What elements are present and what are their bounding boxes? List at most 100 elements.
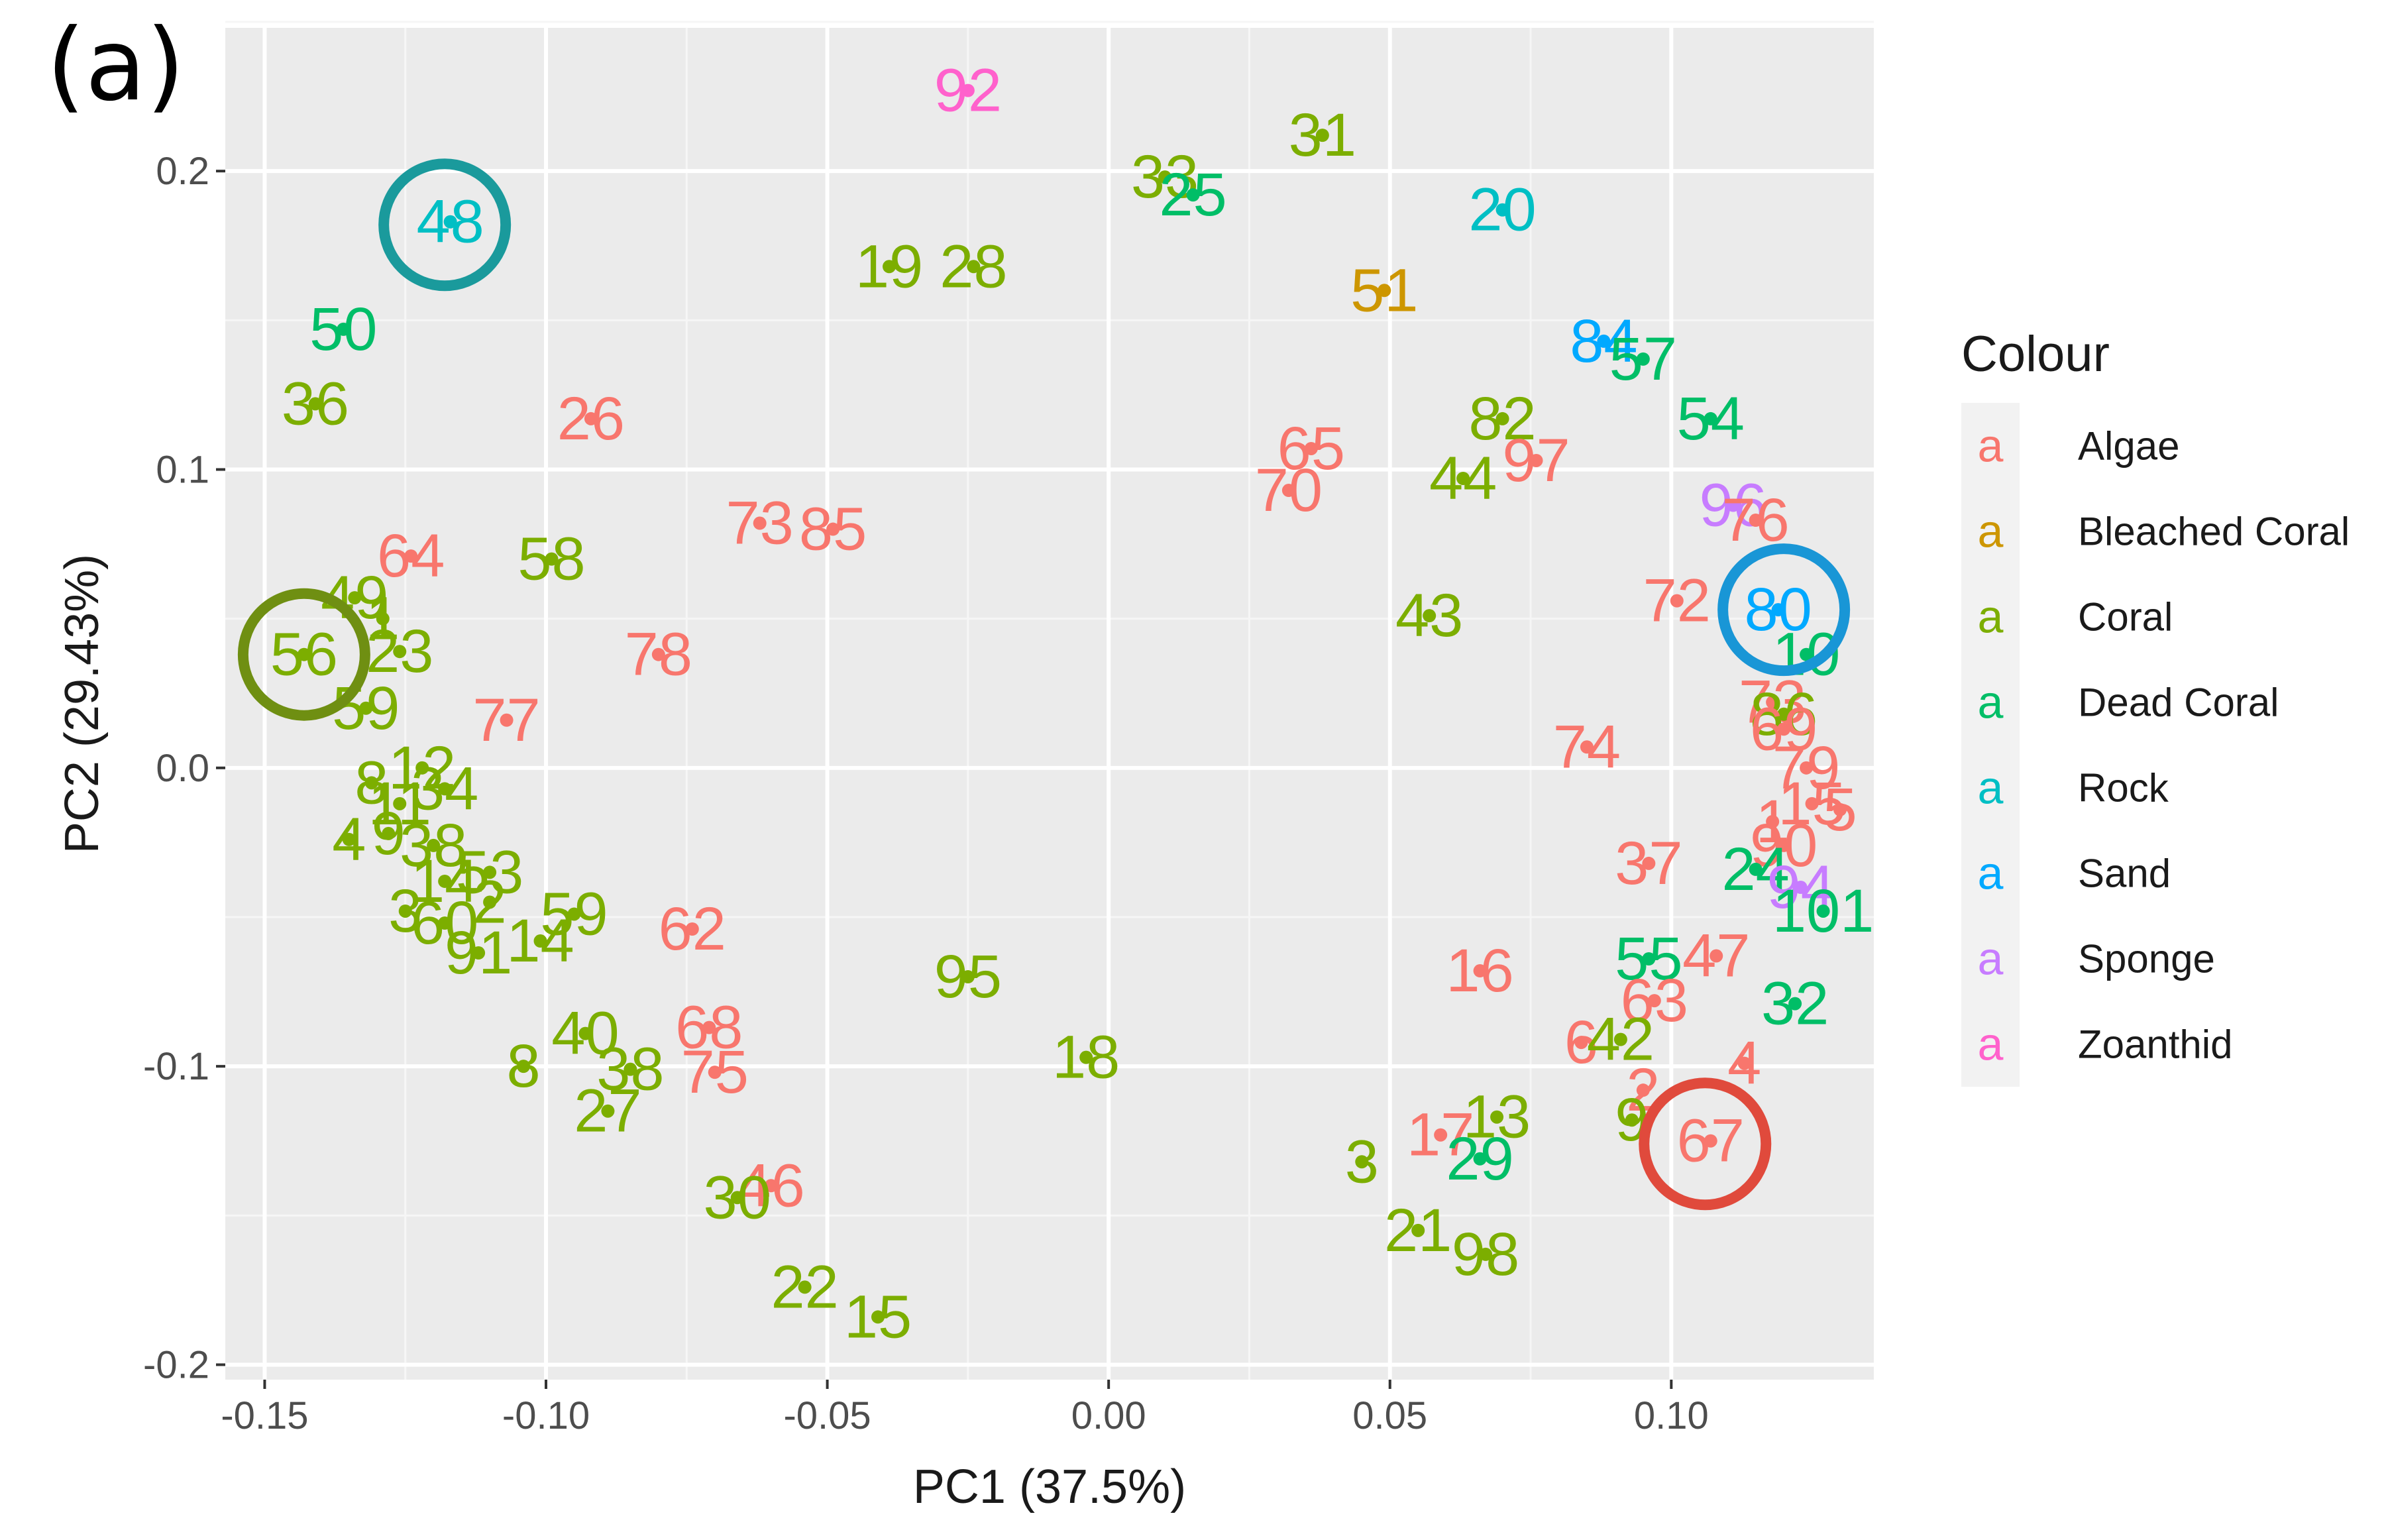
legend-label: Sand [2078,852,2171,896]
data-point: 32 [1761,970,1829,1038]
data-point: 95 [934,943,1002,1011]
legend-key-glyph: a [1978,848,2004,899]
data-point: 86 [1750,681,1818,748]
data-point: 11 [368,770,431,838]
grid-minor [225,21,1874,1380]
data-point: 70 [1255,457,1323,524]
point-label: 15 [1778,770,1845,838]
data-point: 6 [1564,1009,1598,1076]
point-label: 101 [1772,877,1874,945]
point-dot [1704,412,1717,425]
data-point: 23 [366,618,433,685]
point-label: 18 [1052,1024,1120,1091]
point-dot [1281,484,1295,498]
point-dot [1434,1128,1448,1142]
point-dot [1625,1113,1639,1127]
legend-key-glyph: a [1978,677,2004,728]
point-dot [364,776,378,790]
legend-key-background [1961,403,2020,1087]
point-dot [398,904,412,918]
data-point: 59 [332,675,400,742]
point-label: 38 [400,812,467,879]
data-point: 60 [411,889,478,957]
point-dot [1670,594,1684,608]
point-dot [382,826,396,840]
legend-key-glyph: a [1978,591,2004,643]
point-dot [1423,609,1437,623]
data-point: 76 [1722,486,1790,554]
point-label: 78 [625,621,692,688]
legend-item: a Rock [1978,762,2169,814]
data-point: 59 [540,880,608,948]
data-point: 1 [366,585,400,653]
point-dot [1597,334,1611,348]
legend-key-glyph: a [1978,420,2004,472]
data-point: 5 [1823,776,1857,844]
data-point: 69 [1750,695,1818,763]
highlight-circle-layer [237,158,1851,1211]
data-point: 75 [681,1038,749,1106]
point-dot [404,549,418,563]
point-label: 53 [456,838,523,906]
point-dot [1456,472,1470,485]
data-point: 8 [506,1032,540,1100]
point-dot [308,397,322,411]
data-point: 80 [1744,576,1812,643]
panel-label: (a) [46,8,185,123]
point-dot [578,1026,592,1040]
point-dot [685,922,699,936]
point-label: 50 [309,296,377,363]
data-point: 22 [771,1253,838,1321]
point-dot [601,1104,615,1118]
point-label: 14 [411,848,478,915]
point-dot [337,322,351,336]
point-label: 97 [1502,427,1570,494]
point-label: 34 [411,755,478,822]
point-label: 69 [1750,695,1818,763]
data-point: 13 [1463,1083,1531,1151]
point-dot [1490,1110,1504,1124]
data-point: 34 [411,755,478,822]
y-tick-label: -0.1 [143,1045,209,1088]
legend-item: a Algae [1978,420,2180,472]
point-label: 31 [1289,101,1356,169]
point-dot [1574,1036,1588,1050]
data-point: 78 [625,621,692,688]
x-tick-label: 0.10 [1634,1394,1709,1437]
point-label: 84 [1570,307,1637,375]
point-label: 29 [1446,1125,1513,1193]
point-label: 3 [388,877,422,945]
point-label: 64 [377,522,445,590]
legend-item: a Zoanthid [1978,1018,2233,1070]
point-label: 85 [799,496,867,563]
point-dot [443,215,457,229]
point-label: 65 [1277,415,1345,482]
point-label: 86 [1750,681,1818,748]
data-point: 26 [557,385,625,453]
y-tick-label: -0.2 [143,1343,209,1386]
point-dot [584,412,598,425]
point-label: 74 [1553,713,1621,781]
point-dot [393,645,407,659]
x-axis: -0.15 -0.10 -0.05 0.00 0.05 0.10 [221,1380,1709,1437]
point-dot [1771,603,1785,617]
point-dot [1315,129,1329,142]
point-dot [1777,838,1791,852]
point-label: 75 [681,1038,749,1106]
point-label: 15 [844,1283,912,1350]
legend-key-glyph: a [1978,1018,2004,1070]
point-dot [1479,1247,1493,1261]
point-dot [961,83,975,97]
point-label: 26 [557,385,625,453]
point-dot [1411,1223,1425,1237]
x-tick-label: 0.05 [1352,1394,1427,1437]
point-dot [415,761,429,775]
data-point: 77 [472,687,540,754]
y-axis: -0.2 -0.1 0.0 0.1 0.2 [143,150,225,1386]
data-point: 17 [1407,1101,1474,1169]
point-dot [1378,284,1391,298]
point-dot [1186,188,1200,202]
data-point: 101 [1772,877,1874,945]
data-point: 64 [377,522,445,590]
data-point: 84 [1570,307,1637,375]
